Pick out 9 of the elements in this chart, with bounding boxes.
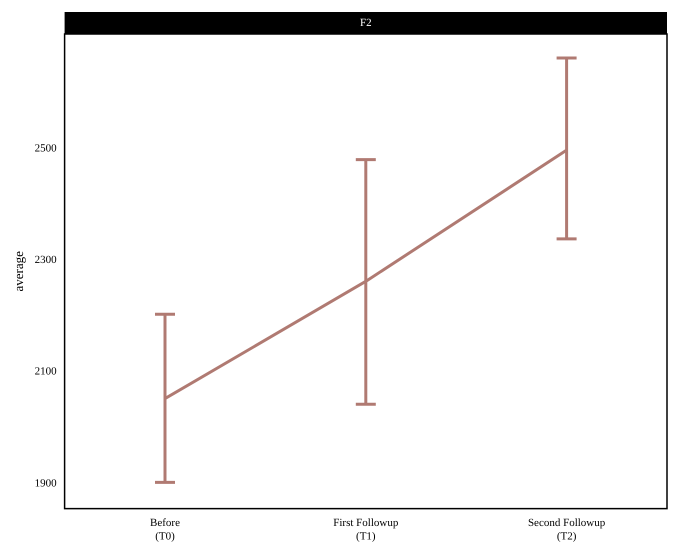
y-axis-title: average — [11, 250, 26, 292]
x-tick-label: Second Followup (T2) — [528, 517, 606, 542]
y-tick-label: 2300 — [34, 254, 58, 266]
y-tick-label: 2100 — [34, 366, 58, 378]
x-tick-label: Before (T0) — [150, 517, 180, 542]
y-tick-label: 1900 — [34, 477, 58, 490]
y-tick-label: 2500 — [34, 142, 58, 154]
chart-title: F2 — [360, 16, 372, 29]
x-tick-label: First Followup (T1) — [333, 517, 399, 542]
